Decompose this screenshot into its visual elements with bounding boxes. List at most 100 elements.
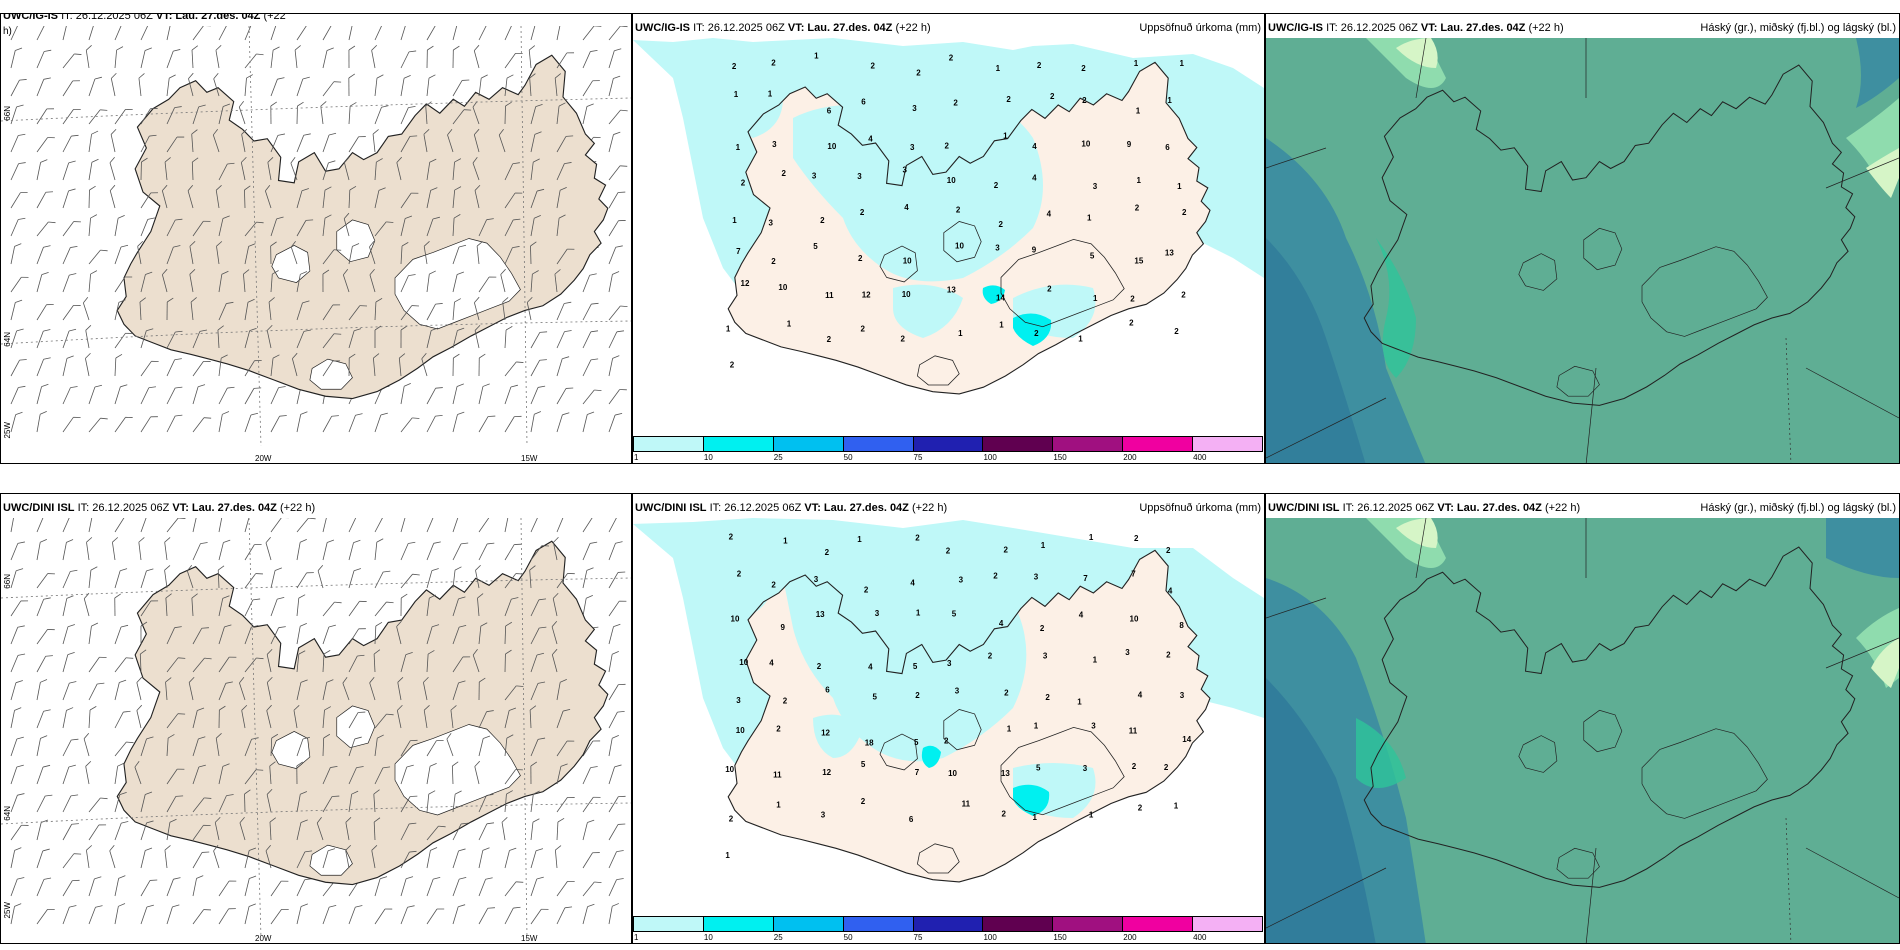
wind-barb	[530, 518, 539, 533]
wind-barb	[114, 792, 127, 813]
precip-value-label: 2	[771, 58, 776, 67]
precip-value-label: 2	[860, 208, 865, 217]
wind-barb	[62, 80, 80, 97]
precip-value-label: 11	[962, 799, 971, 808]
wind-barb	[270, 386, 286, 405]
wind-barb	[270, 354, 280, 377]
precip-value-label: 2	[901, 334, 906, 343]
colorbar-tick-label: 10	[703, 933, 713, 942]
wind-barb	[186, 564, 194, 589]
wind-map-row1	[1, 26, 631, 446]
wind-barb	[348, 766, 364, 785]
wind-barb	[348, 654, 365, 673]
wind-barb	[369, 240, 376, 265]
wind-barb	[423, 241, 430, 265]
wind-barb	[322, 249, 342, 265]
wind-barb	[556, 26, 561, 41]
wind-barb	[62, 355, 74, 377]
wind-barb	[452, 624, 467, 645]
precip-value-label: 7	[915, 768, 920, 777]
wind-barb	[400, 383, 411, 405]
wind-barb	[582, 273, 597, 293]
wind-barb	[296, 903, 308, 925]
wind-barb	[266, 788, 273, 813]
wind-barb	[296, 819, 308, 841]
wind-barb	[218, 908, 236, 925]
wind-barb	[475, 564, 481, 589]
wind-barb	[212, 128, 220, 153]
precip-value-label: 10	[739, 658, 748, 667]
wind-barb	[426, 270, 436, 293]
wind-barb	[348, 45, 356, 69]
precip-value-label: 2	[1130, 295, 1135, 304]
wind-barb	[114, 46, 124, 69]
wind-barb	[192, 875, 204, 897]
precip-value-label: 1	[1093, 294, 1098, 303]
wind-barb	[556, 763, 568, 785]
wind-barb	[582, 819, 595, 841]
wind-barb	[62, 304, 81, 321]
wind-barb	[62, 160, 76, 181]
wind-barb	[140, 847, 153, 869]
cloud-map-title-row1: UWC/IG-IS IT: 26.12.2025 06Z VT: Lau. 27…	[1266, 18, 1899, 38]
precip-value-label: 5	[914, 738, 919, 747]
wind-barb	[218, 705, 226, 729]
precip-value-label: 2	[771, 581, 776, 590]
wind-barb	[582, 302, 599, 321]
precip-value-label: 2	[944, 736, 949, 745]
precip-value-label: 2	[827, 335, 832, 344]
colorbar-swatch	[633, 436, 704, 452]
wind-barb	[348, 905, 363, 925]
wind-barb	[88, 905, 103, 925]
wind-barb	[140, 386, 156, 405]
wind-lon-15-row1: 15W	[521, 454, 538, 463]
wind-barb	[296, 101, 304, 125]
wind-barb	[86, 537, 93, 561]
wind-barb	[452, 680, 466, 701]
precip-value-label: 1	[1134, 59, 1139, 68]
wind-barb	[244, 543, 262, 561]
wind-barb	[322, 679, 334, 701]
wind-barb	[36, 77, 51, 97]
wind-barb	[322, 333, 342, 349]
wind-barb	[36, 794, 53, 813]
wind-barb	[62, 386, 78, 405]
wind-barb	[478, 415, 496, 433]
wind-barb	[10, 793, 25, 813]
colorbar-swatch	[1052, 916, 1124, 932]
wind-barb	[10, 162, 26, 181]
wind-barb	[478, 735, 491, 757]
precip-value-label: 2	[949, 54, 954, 63]
wind-barb	[10, 47, 23, 69]
wind-barb	[504, 246, 520, 265]
wind-barb	[528, 45, 536, 69]
wind-barb	[504, 707, 517, 729]
wind-barb	[478, 847, 490, 869]
precip-value-label: 2	[864, 586, 869, 595]
precip-value-label: 2	[1134, 534, 1139, 543]
wind-barb	[348, 518, 358, 533]
wind-barb	[400, 417, 420, 433]
wind-barb	[62, 595, 74, 617]
precip-map-panel-row1: UWC/IG-IS IT: 26.12.2025 06Z VT: Lau. 27…	[632, 13, 1265, 464]
cloud-map-panel-row1: UWC/IG-IS IT: 26.12.2025 06Z VT: Lau. 27…	[1265, 13, 1900, 464]
precip-value-label: 2	[916, 69, 921, 78]
wind-barb	[161, 268, 168, 293]
wind-barb	[322, 415, 339, 433]
wind-barb	[270, 567, 282, 589]
precip-value-label: 2	[782, 169, 787, 178]
wind-barb	[82, 296, 90, 321]
wind-barb	[166, 49, 181, 69]
precip-value-label: 2	[999, 220, 1004, 229]
wind-barb	[400, 795, 418, 813]
wind-barb	[36, 908, 55, 925]
wind-barb	[244, 298, 255, 321]
wind-barb	[608, 735, 619, 757]
wind-barb	[608, 571, 626, 589]
wind-barb	[478, 74, 488, 97]
wind-barb	[218, 354, 228, 377]
wind-barb	[36, 271, 49, 293]
wind-barb	[83, 592, 90, 617]
precip-value-label: 2	[956, 206, 961, 215]
